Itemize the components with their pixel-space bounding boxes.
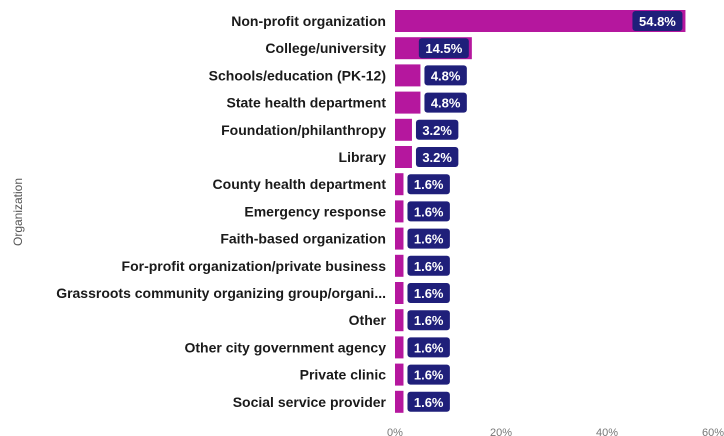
- data-label: 1.6%: [414, 259, 444, 274]
- data-label: 14.5%: [425, 41, 462, 56]
- data-label-badge: [407, 391, 450, 412]
- data-label: 1.6%: [414, 313, 444, 328]
- data-label-badge: [415, 147, 459, 167]
- data-label: 1.6%: [414, 177, 444, 192]
- category-label: Grassroots community organizing group/or…: [56, 285, 386, 301]
- data-label: 3.2%: [422, 150, 452, 165]
- data-label-badge: [407, 283, 450, 303]
- data-label-badge: [407, 364, 450, 385]
- data-label-badge: [415, 119, 459, 140]
- x-tick-label: 60%: [702, 427, 724, 436]
- category-label: Library: [339, 149, 387, 165]
- category-label: State health department: [227, 95, 387, 111]
- bar[interactable]: [395, 173, 404, 196]
- data-label-badge: [407, 201, 450, 222]
- category-label: Non-profit organization: [231, 13, 386, 29]
- x-axis-ticks: 0% 20% 40% 60%: [387, 427, 724, 436]
- bar[interactable]: [395, 336, 404, 359]
- x-tick-label: 0%: [387, 427, 403, 436]
- x-tick-label: 20%: [490, 427, 512, 436]
- bar[interactable]: [395, 64, 421, 87]
- bar[interactable]: [395, 118, 412, 141]
- category-label: Private clinic: [300, 367, 387, 383]
- data-label-badge: [407, 337, 450, 358]
- data-label-badge: [418, 38, 469, 59]
- bar[interactable]: [395, 10, 686, 32]
- data-label-badge: [424, 65, 467, 86]
- category-label: Other city government agency: [184, 339, 386, 355]
- data-label: 4.8%: [431, 96, 461, 111]
- data-label: 1.6%: [414, 340, 444, 355]
- category-label: Emergency response: [244, 203, 386, 219]
- data-label: 4.8%: [431, 68, 461, 83]
- x-tick-label: 40%: [596, 427, 618, 436]
- bar[interactable]: [395, 390, 404, 413]
- data-label: 1.6%: [414, 368, 444, 383]
- data-label-badge: [424, 92, 467, 113]
- data-label: 3.2%: [422, 123, 452, 138]
- bar[interactable]: [395, 282, 404, 304]
- data-label-badge: [407, 310, 450, 331]
- bar[interactable]: [395, 309, 404, 332]
- bar[interactable]: [395, 254, 404, 277]
- bar[interactable]: [395, 91, 421, 114]
- bar[interactable]: [395, 227, 404, 250]
- bar[interactable]: [395, 146, 412, 168]
- data-label: 1.6%: [414, 286, 444, 301]
- bar[interactable]: [395, 200, 404, 223]
- category-label: Social service provider: [233, 394, 387, 410]
- y-axis-title: Organization: [11, 178, 25, 246]
- category-label: Faith-based organization: [220, 231, 386, 247]
- data-label-badge: [407, 174, 450, 195]
- category-label: Schools/education (PK-12): [209, 67, 386, 83]
- category-label: Other: [349, 312, 387, 328]
- category-label: College/university: [265, 40, 386, 56]
- data-label: 54.8%: [639, 14, 676, 29]
- bar[interactable]: [395, 363, 404, 386]
- data-label: 1.6%: [414, 395, 444, 410]
- data-label-badge: [407, 228, 450, 249]
- data-label: 1.6%: [414, 204, 444, 219]
- bars-layer: Non-profit organization 54.8% College/univ…: [56, 10, 686, 413]
- data-label-badge: [407, 255, 450, 276]
- category-label: For-profit organization/private business: [122, 258, 387, 274]
- data-label: 1.6%: [414, 232, 444, 247]
- data-label-badge: [632, 11, 683, 31]
- category-label: County health department: [213, 176, 387, 192]
- category-label: Foundation/philanthropy: [221, 122, 386, 138]
